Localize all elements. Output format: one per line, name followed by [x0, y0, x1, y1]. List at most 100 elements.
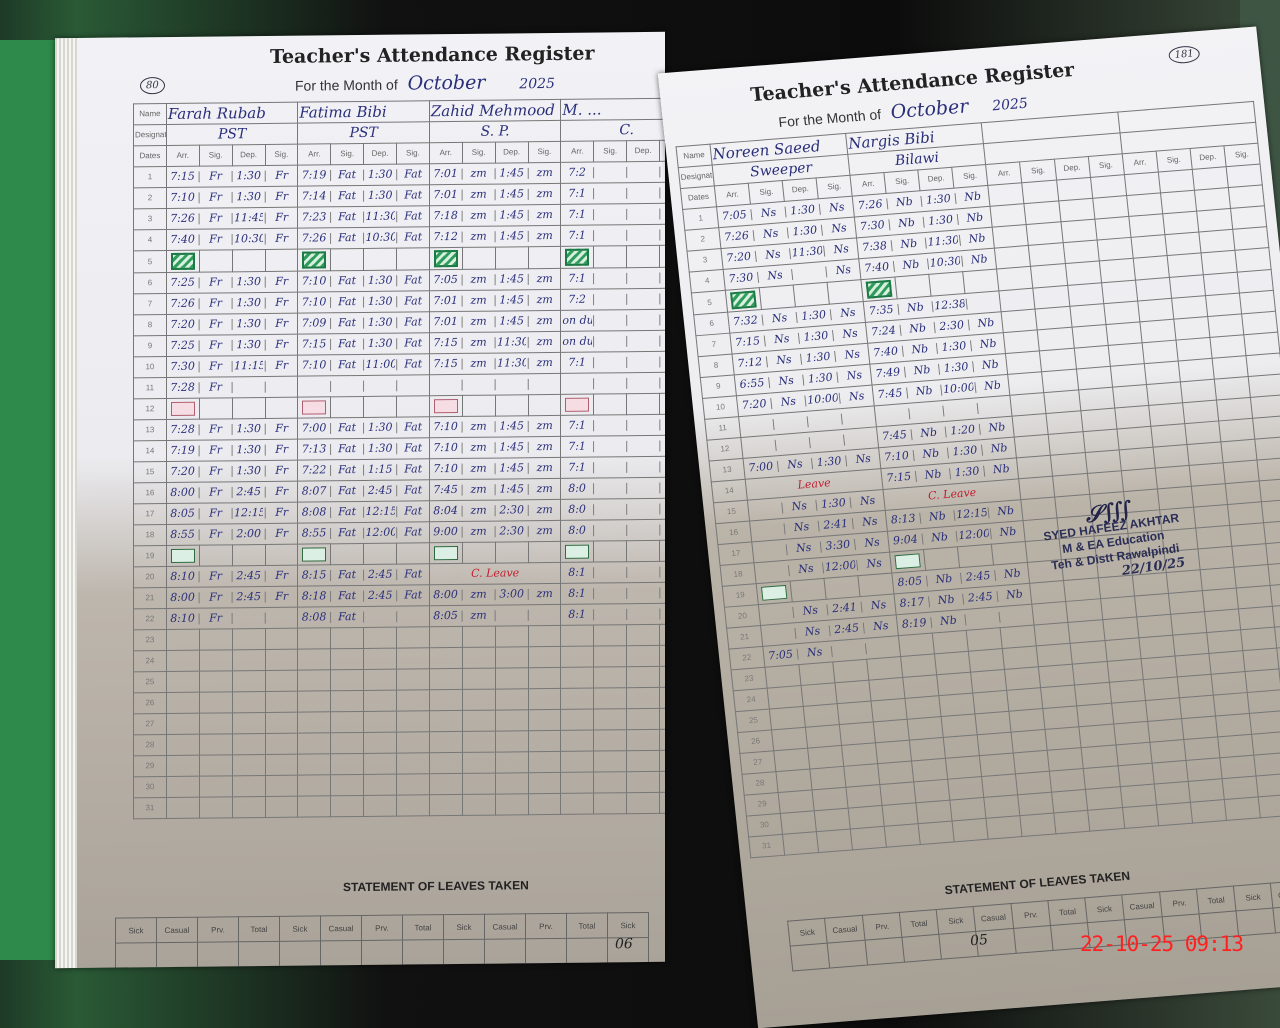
departure-time: 11:00: [366, 355, 395, 375]
leave-column-header: Total: [567, 913, 608, 938]
empty-cell: [199, 250, 232, 272]
empty-cell: [984, 795, 1020, 819]
departure-signature: Nb: [983, 438, 1016, 460]
departure-time: 2:45: [366, 565, 395, 585]
attendance-entry-cells: 8:08|Fat||: [299, 606, 428, 627]
arrival-signature: Fat: [332, 355, 361, 375]
empty-cell: [1192, 167, 1228, 191]
empty-cell: [594, 751, 627, 772]
departure-time: 11:30: [497, 332, 526, 352]
departure-time: 2:30: [497, 521, 526, 541]
arrival-time: 7:1: [562, 184, 591, 204]
day-number: 13: [134, 420, 167, 441]
empty-cell: [895, 274, 931, 299]
leave-column-header: Total: [1048, 898, 1088, 926]
departure-signature: Fat: [399, 354, 428, 374]
empty-cell: [1008, 372, 1044, 396]
arrival-time: 8:00: [431, 585, 460, 605]
arrival-time: 7:05: [431, 270, 460, 290]
column-divider: |: [493, 606, 497, 626]
arrival-signature: Fat: [332, 460, 361, 480]
column-header: Sig.: [884, 170, 920, 194]
empty-cell: [528, 751, 561, 772]
departure-time: 1:30: [234, 314, 263, 334]
month-value: October: [890, 95, 970, 123]
empty-cell: [331, 753, 364, 774]
departure-time: 2:45: [962, 566, 995, 588]
empty-cell: [1034, 622, 1070, 646]
month-label: For the Month of: [295, 77, 398, 94]
empty-cell: [790, 578, 826, 602]
attendance-entry-cells: 7:25|Fr|1:30|Fr: [168, 272, 297, 293]
empty-cell: [397, 690, 430, 711]
attendance-entry-cells: 7:45|zm|1:45|zm: [431, 479, 560, 500]
empty-cell: [462, 668, 495, 689]
leave-value-row: [116, 937, 649, 968]
empty-cell: [265, 733, 298, 754]
teacher-name: Zahid Mehmood: [429, 99, 561, 121]
column-divider: |: [863, 639, 869, 659]
departure-time: 1:30: [234, 293, 263, 313]
empty-cell: [1169, 275, 1205, 299]
empty-cell: [778, 790, 814, 814]
day-number: 8: [134, 315, 167, 336]
empty-cell: [298, 712, 331, 733]
day-number: 19: [722, 584, 758, 608]
empty-cell: [1066, 599, 1102, 623]
attendance-entry: 8:18|Fat|2:45|Fat: [298, 585, 430, 607]
empty-cell: [265, 691, 298, 712]
arrival-time: [763, 633, 793, 635]
arrival-time: 7:10: [299, 355, 328, 375]
empty-cell: [1211, 672, 1247, 696]
attendance-entry-cells: 7:20|Fr|1:30|Fr: [168, 461, 297, 482]
departure-time: 1:30: [234, 335, 263, 355]
empty-cell: [772, 727, 808, 751]
leave-value-cell: [280, 941, 321, 966]
day-number: 31: [749, 834, 785, 858]
empty-cell: [1176, 337, 1212, 361]
empty-cell: [1139, 319, 1175, 343]
attendance-entry-cells: 7:23|Fat|11:30|Fat: [299, 206, 428, 227]
arrival-signature: Nb: [915, 443, 948, 465]
empty-cell: [1155, 465, 1191, 489]
column-divider: |: [592, 226, 596, 246]
attendance-entry-cells: 7:09|Fat|1:30|Fat: [299, 312, 428, 333]
empty-cell: [495, 773, 528, 794]
empty-cell: [232, 649, 265, 670]
empty-cell: [1141, 656, 1177, 680]
departure-signature: Nb: [959, 207, 992, 229]
arrival-time: 7:1: [562, 353, 591, 373]
page-title: Teacher's Attendance Register: [270, 43, 594, 68]
day-number: 12: [134, 399, 167, 420]
empty-cell: [1107, 659, 1143, 683]
holiday-cell: [166, 545, 199, 566]
empty-cell: [950, 797, 986, 821]
empty-cell: [808, 745, 844, 769]
empty-cell: [801, 683, 837, 707]
arrival-time: 7:10: [168, 188, 197, 208]
holiday-cell: [725, 288, 761, 313]
column-header: Dep.: [918, 167, 954, 191]
attendance-entry-cells: 7:28|Fr|1:30|Fr: [168, 419, 297, 440]
departure-time: 2:30: [936, 315, 969, 337]
departure-time: 10:00: [942, 378, 975, 400]
holiday-box-mark: [434, 399, 458, 413]
departure-signature: Nb: [985, 459, 1018, 481]
arrival-time: 7:45: [874, 383, 907, 405]
column-header: Sig.: [528, 141, 561, 162]
day-number: 14: [134, 441, 167, 462]
empty-cell: [1032, 601, 1068, 625]
attendance-entry: 8:00|Fr|2:45|Fr: [166, 586, 298, 608]
empty-cell: [561, 793, 594, 814]
arrival-signature: zm: [464, 522, 493, 542]
empty-cell: [935, 651, 971, 675]
arrival-time: [750, 508, 780, 510]
teacher-name: M. ...: [561, 98, 665, 120]
month-value: October: [408, 72, 486, 95]
column-divider: |: [658, 478, 662, 498]
leave-column-header: Casual: [1121, 892, 1162, 920]
day-number: 9: [700, 375, 736, 399]
right-page: 181 Teacher's Attendance Register For th…: [658, 26, 1280, 1028]
arrival-signature: Fr: [201, 587, 230, 607]
arrival-signature: Fr: [201, 272, 230, 292]
